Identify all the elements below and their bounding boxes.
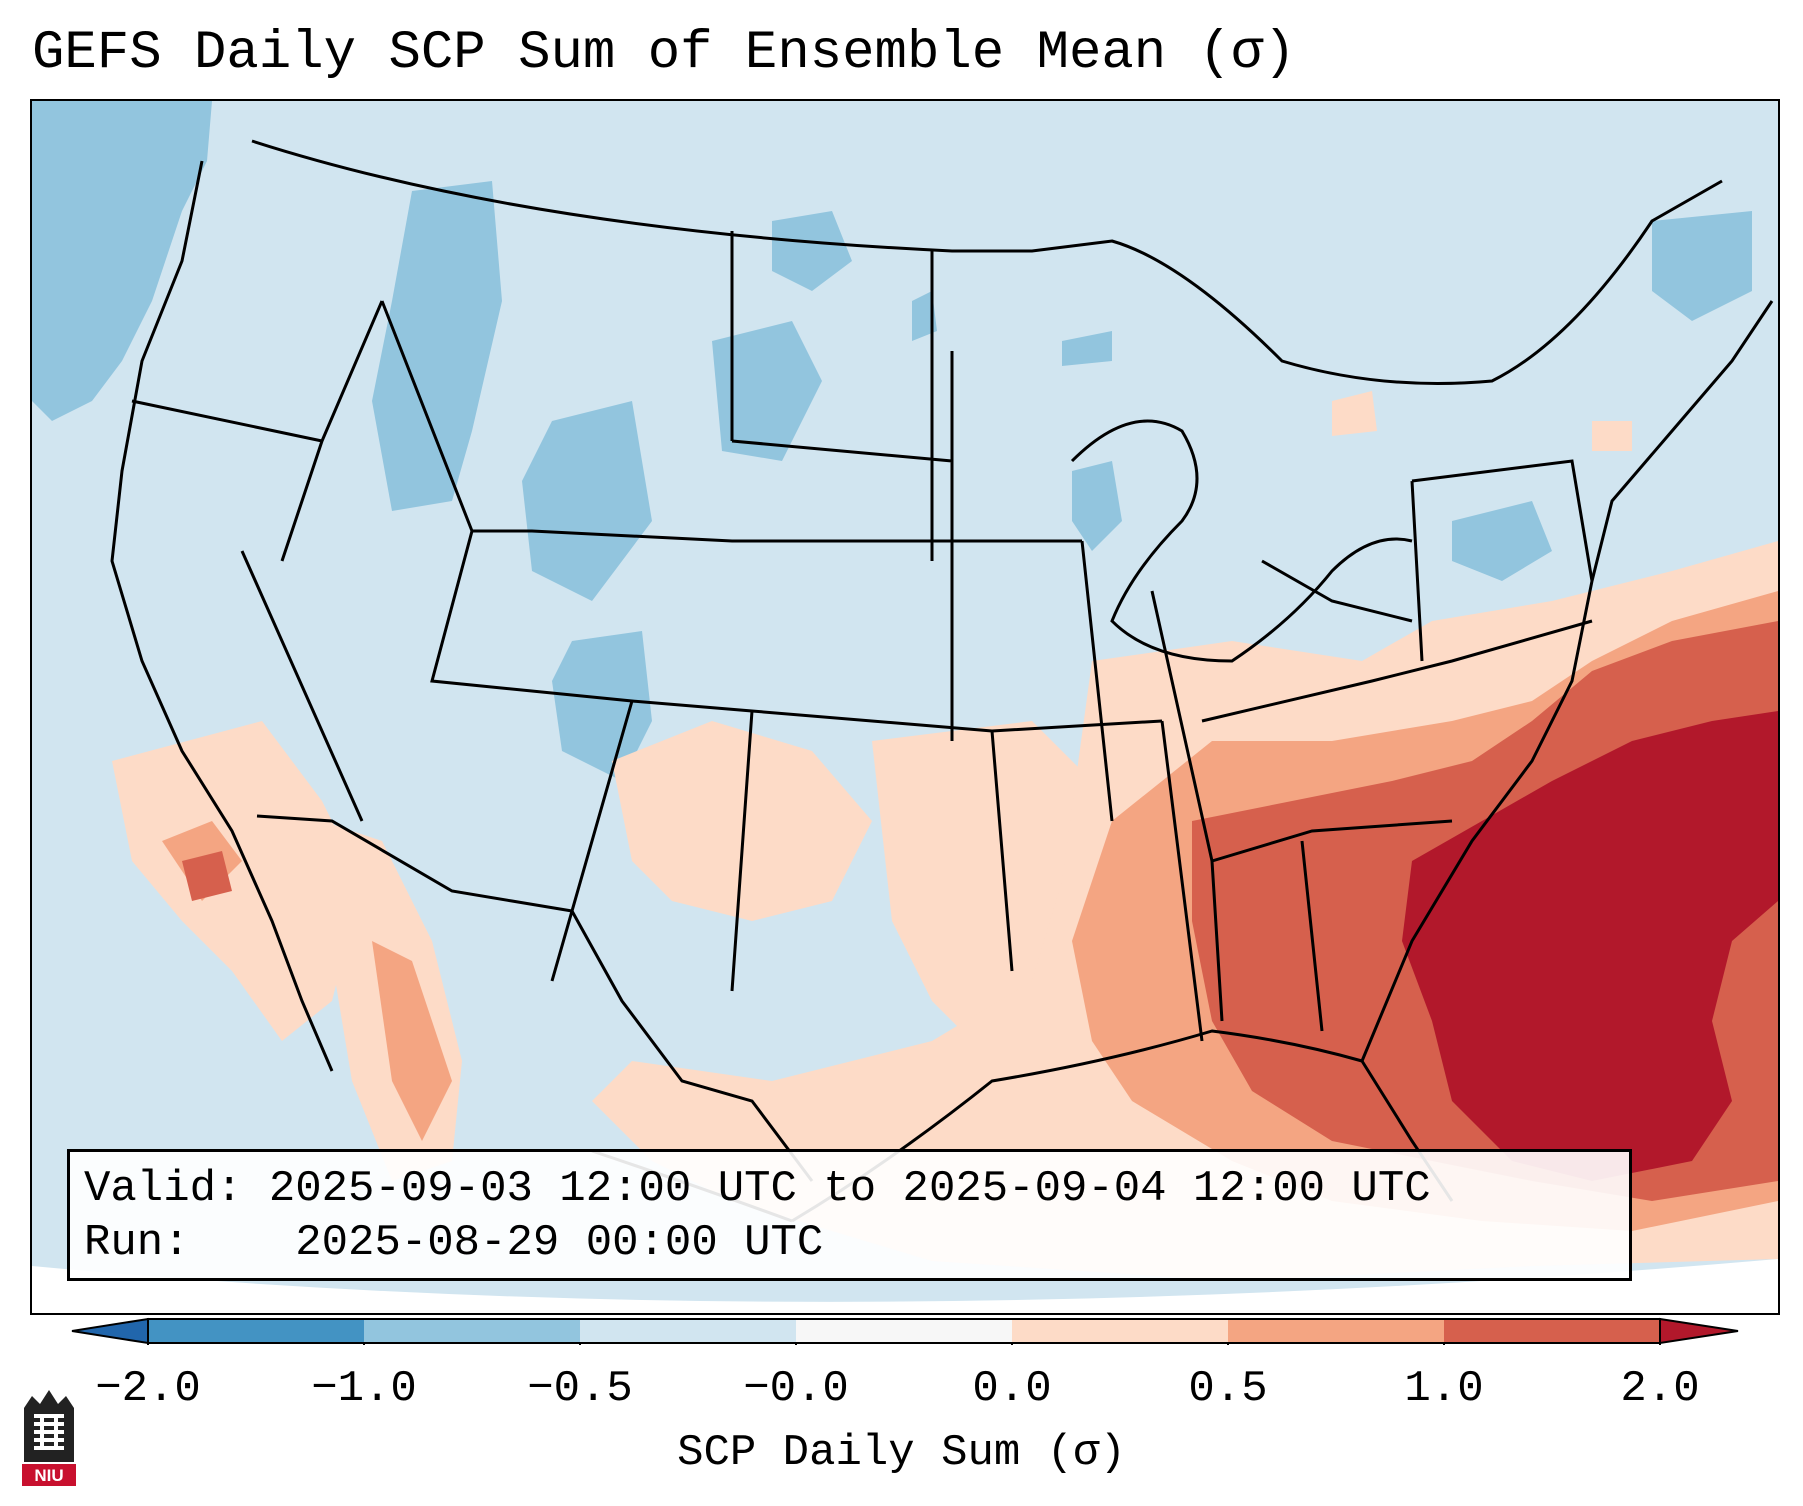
state-line-8 xyxy=(1410,459,1594,662)
colorbar-segment-4 xyxy=(796,1319,1012,1343)
colorbar-segment-6 xyxy=(1228,1319,1444,1343)
map-area xyxy=(30,99,1780,1315)
state-line-5 xyxy=(730,231,1114,822)
state-line-4 xyxy=(550,700,1204,1042)
colorbar-tick-label: −1.0 xyxy=(311,1364,417,1414)
state-line-1 xyxy=(131,300,384,822)
run-value: 2025-08-29 00:00 UTC xyxy=(295,1218,824,1268)
state-line-3 xyxy=(430,530,1163,733)
run-label: Run: xyxy=(84,1218,190,1268)
valid-label: Valid: xyxy=(84,1164,243,1214)
colorbar-segment-2 xyxy=(364,1319,580,1343)
colorbar xyxy=(71,1317,1739,1345)
us-canada-border xyxy=(251,139,1723,385)
logo-text: NIU xyxy=(34,1466,63,1485)
colorbar-outline xyxy=(147,1318,1661,1344)
colorbar-segment-5 xyxy=(1012,1319,1228,1343)
colorbar-tick-label: 0.0 xyxy=(972,1364,1052,1414)
colorbar-segment-1 xyxy=(148,1319,364,1343)
projection-edge xyxy=(32,1259,1778,1313)
map-canvas xyxy=(32,101,1778,1313)
west-coast xyxy=(110,160,334,1072)
state-line-6 xyxy=(1150,590,1453,1032)
state-line-7 xyxy=(1201,559,1593,723)
valid-value: 2025-09-03 12:00 UTC to 2025-09-04 12:00… xyxy=(268,1164,1431,1214)
map-title: GEFS Daily SCP Sum of Ensemble Mean (σ) xyxy=(32,23,1296,84)
colorbar-tick-label: 1.0 xyxy=(1404,1364,1484,1414)
colorbar-tick-label: 0.5 xyxy=(1188,1364,1268,1414)
great-lakes xyxy=(1070,419,1413,663)
colorbar-ticks xyxy=(147,1343,1661,1345)
colorbar-segment-7 xyxy=(1444,1319,1660,1343)
colorbar-tick-label: −0.0 xyxy=(743,1364,849,1414)
negative-anomaly-patches xyxy=(32,101,1752,781)
east-coast xyxy=(1360,300,1774,1062)
state-line-2 xyxy=(380,300,1082,543)
extreme-positive-patches xyxy=(1402,711,1778,1181)
boundaries xyxy=(110,139,1774,1223)
colorbar-tick-label: 2.0 xyxy=(1620,1364,1700,1414)
niu-logo-icon: NIU xyxy=(22,1390,76,1486)
colorbar-segment-3 xyxy=(580,1319,796,1343)
valid-run-info-box: Valid: 2025-09-03 12:00 UTC to 2025-09-0… xyxy=(67,1149,1632,1281)
colorbar-tick-label: −0.5 xyxy=(527,1364,633,1414)
colorbar-extend-low xyxy=(71,1317,149,1345)
colorbar-tick-label: −2.0 xyxy=(95,1364,201,1414)
colorbar-extend-high xyxy=(1659,1317,1739,1345)
colorbar-label: SCP Daily Sum (σ) xyxy=(677,1428,1126,1478)
